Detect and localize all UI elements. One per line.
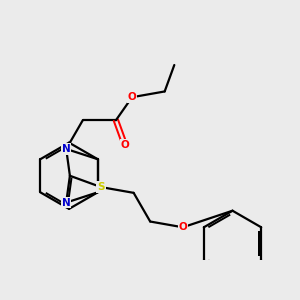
Text: N: N <box>62 198 70 208</box>
Text: O: O <box>128 92 136 102</box>
Text: O: O <box>121 140 129 150</box>
Text: O: O <box>178 222 187 232</box>
Text: S: S <box>97 182 105 192</box>
Text: N: N <box>62 144 70 154</box>
